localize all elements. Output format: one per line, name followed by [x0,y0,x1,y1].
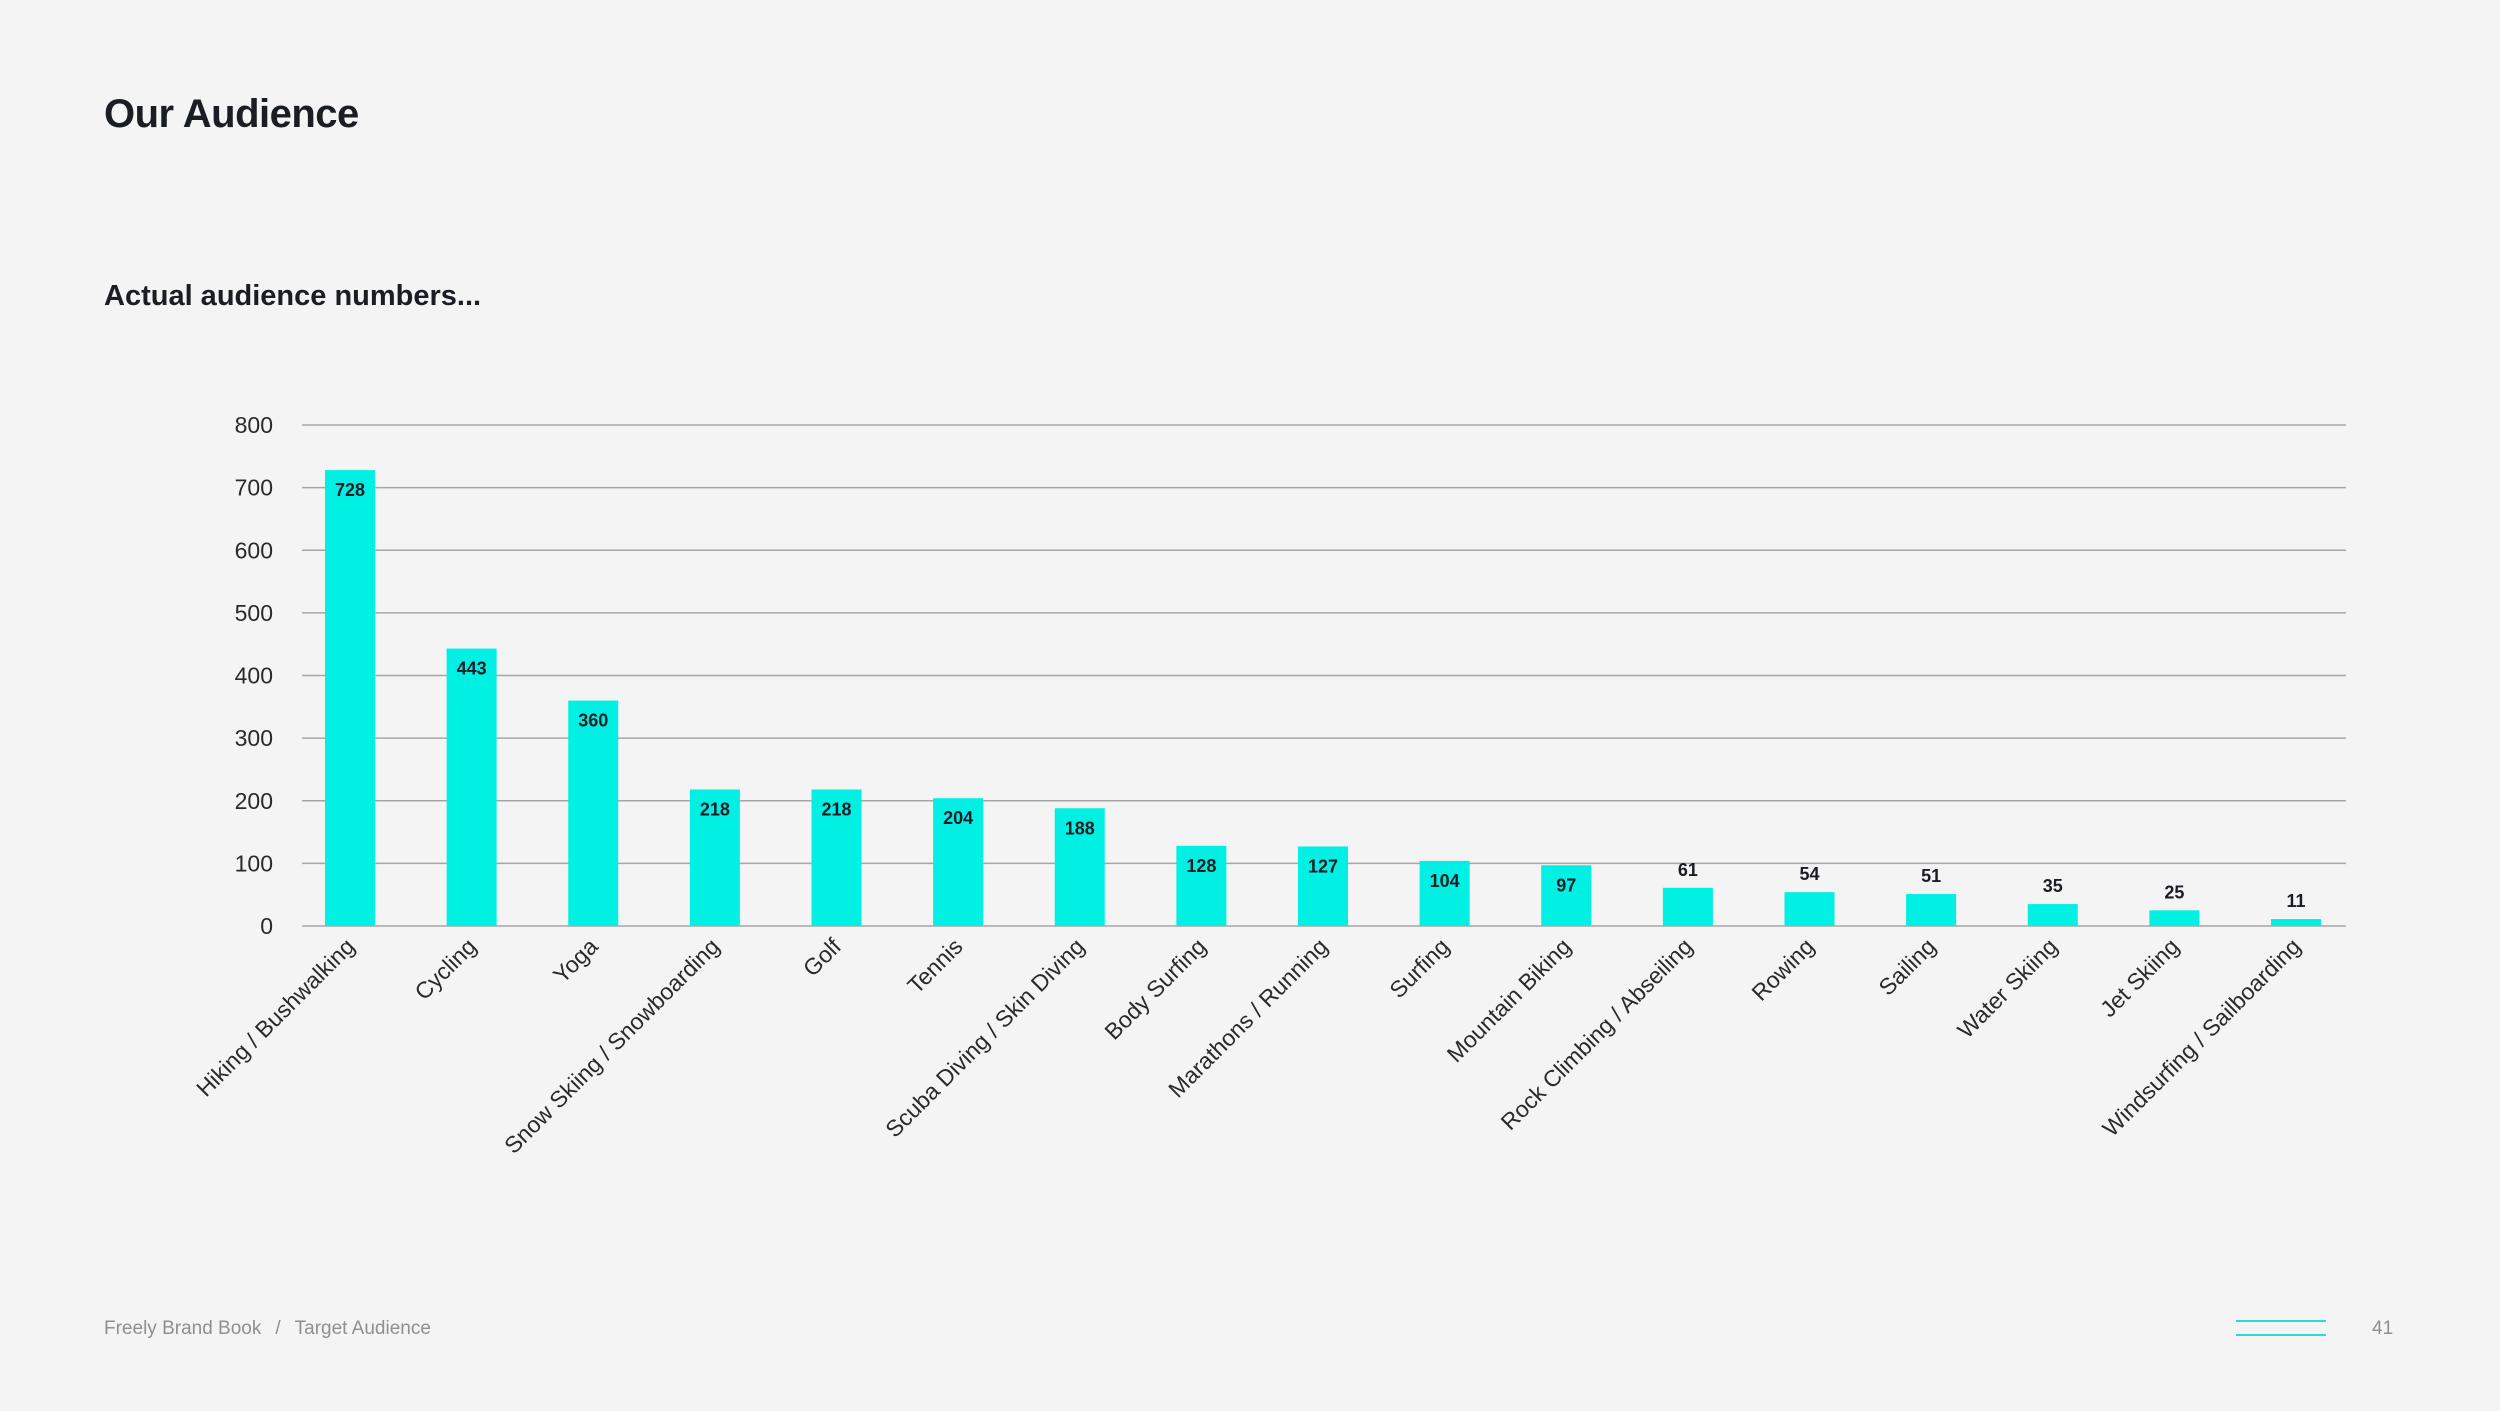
x-tick-label: Body Surfing [1099,933,1211,1045]
data-label: 25 [2164,882,2184,902]
data-label: 127 [1308,856,1338,876]
bar [2271,919,2321,926]
footer-separator: / [275,1318,281,1339]
bar [568,700,619,926]
y-tick-label: 800 [235,412,273,438]
y-tick-label: 0 [260,913,273,939]
y-tick-label: 400 [235,663,273,689]
chart-subtitle: Actual audience numbers... [104,280,482,312]
data-labels: 728 443 360 218 218 204 188 128 127 104 97 61 54 51 35… [335,480,2306,911]
gridlines [302,424,2346,927]
footer-breadcrumb: Freely Brand Book / Target Audience [104,1318,431,1340]
bar [1541,865,1592,926]
data-label: 360 [578,711,608,731]
y-tick-label: 100 [235,850,273,876]
footer-accent-lines [2236,1320,2326,1338]
bar [1784,892,1835,926]
y-axis-ticks: 0 100 200 300 400 500 600 700 800 [235,412,273,939]
x-tick-label: Yoga [548,933,603,988]
data-label: 11 [2286,891,2305,911]
data-label: 204 [943,808,973,828]
bar [1662,887,1713,926]
bars [325,470,2321,926]
footer-accent-line [2236,1334,2326,1336]
bar [1906,894,1957,926]
x-tick-label: Surfing [1384,933,1454,1003]
page-title: Our Audience [104,92,359,136]
x-tick-label: Tennis [902,933,967,998]
bar [1176,845,1227,926]
footer-section: Target Audience [294,1318,431,1339]
data-label: 51 [1921,866,1941,886]
bar [1054,808,1105,926]
footer-brand: Freely Brand Book [104,1318,262,1339]
x-tick-label: Sailing [1873,933,1940,1000]
y-tick-label: 600 [235,537,273,563]
data-label: 218 [821,799,851,819]
x-tick-label: Snow Skiing / Snowboarding [499,933,724,1158]
x-tick-label: Water Skiing [1952,933,2062,1043]
x-tick-label: Hiking / Bushwalking [191,933,359,1101]
data-label: 728 [335,480,365,500]
bar [1298,846,1348,926]
data-label: 188 [1065,818,1095,838]
bar [811,789,862,926]
data-label: 128 [1186,856,1216,876]
data-label: 54 [1799,864,1819,884]
bar [933,798,984,926]
bar [689,789,740,926]
x-tick-label: Mountain Biking [1442,933,1576,1067]
x-tick-label: Windsurfing / Sailboarding [2097,933,2305,1141]
y-tick-label: 700 [235,475,273,501]
y-tick-label: 500 [235,600,273,626]
bar [325,470,375,926]
x-tick-label: Cycling [409,933,481,1005]
data-label: 61 [1678,860,1698,880]
data-label: 443 [457,659,487,679]
page-number: 41 [2372,1318,2394,1339]
x-tick-label: Jet Skiing [2095,933,2184,1022]
data-label: 97 [1556,875,1576,895]
data-label: 104 [1430,871,1460,891]
x-tick-label: Rowing [1746,933,1819,1006]
y-tick-label: 200 [235,788,273,814]
y-tick-label: 300 [235,725,273,751]
bar [2149,910,2200,926]
bar [1419,860,1470,926]
data-label: 218 [700,799,730,819]
x-tick-label: Golf [798,933,847,982]
bar [446,648,497,926]
bar [2027,904,2078,926]
x-tick-label: Scuba Diving / Skin Diving [880,933,1089,1142]
data-label: 35 [2043,876,2063,896]
footer-accent-line [2236,1320,2326,1322]
